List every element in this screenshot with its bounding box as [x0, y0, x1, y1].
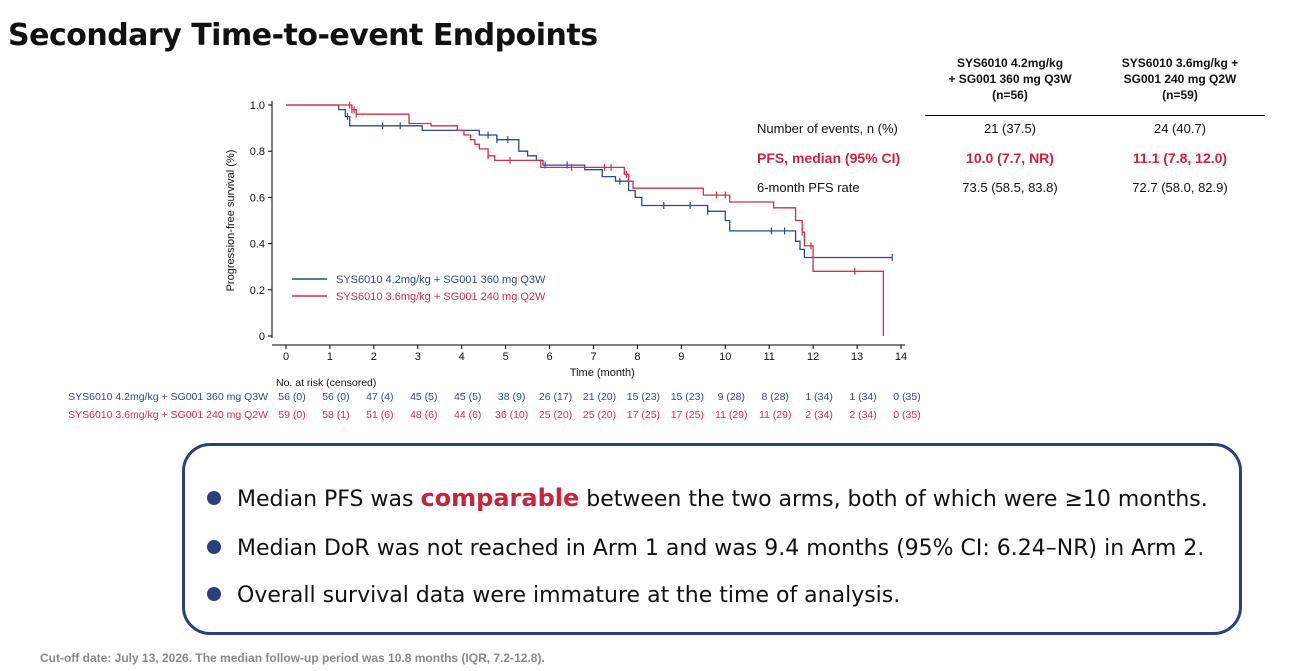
x-tick-label: 3	[415, 351, 421, 363]
risk-value-series-2: 51 (6)	[366, 409, 393, 421]
risk-value-series-2: 44 (6)	[454, 409, 481, 421]
table-row: 6-month PFS rate 73.5 (58.5, 83.8) 72.7 …	[755, 180, 1265, 200]
row-label: Number of events, n (%)	[757, 121, 898, 136]
risk-value-series-1: 0 (35)	[893, 391, 920, 403]
bullet-text: Overall survival data were immature at t…	[237, 583, 901, 608]
x-tick-label: 8	[634, 351, 640, 363]
bullet-dot-icon	[207, 491, 221, 505]
risk-value-series-1: 38 (9)	[498, 391, 525, 403]
km-curve-series-1	[286, 104, 893, 259]
y-tick-label: 0.6	[250, 192, 265, 204]
x-tick-label: 6	[547, 351, 553, 363]
risk-row-label-series-1: SYS6010 4.2mg/kg + SG001 360 mg Q3W	[68, 391, 268, 403]
arm2-value: 11.1 (7.8, 12.0)	[1132, 150, 1228, 166]
risk-value-series-2: 11 (29)	[715, 409, 748, 421]
y-tick-label: 1.0	[250, 100, 265, 112]
y-tick-label: 0.4	[250, 239, 265, 251]
x-tick-label: 10	[719, 351, 731, 363]
legend-label-series-1: SYS6010 4.2mg/kg + SG001 360 mg Q3W	[336, 274, 546, 286]
arm1-header-line: SYS6010 4.2mg/kg	[956, 56, 1064, 70]
arm1-value: 10.0 (7.7, NR)	[966, 150, 1054, 166]
arm2-header: SYS6010 3.6mg/kg + SG001 240 mg Q2W (n=5…	[1095, 55, 1265, 103]
y-tick-label: 0.2	[250, 285, 265, 297]
risk-value-series-2: 17 (25)	[627, 409, 660, 421]
risk-value-series-1: 21 (20)	[583, 391, 616, 403]
x-tick-label: 5	[503, 351, 509, 363]
bullet-dot-icon	[207, 587, 221, 601]
x-tick-label: 4	[459, 351, 465, 363]
slide-title: Secondary Time-to-event Endpoints	[8, 18, 598, 53]
bullet-dot-icon	[207, 540, 221, 554]
arm1-value: 73.5 (58.5, 83.8)	[962, 180, 1058, 195]
bullet-text: between the two arms, both of which were…	[579, 487, 1208, 512]
risk-value-series-2: 58 (1)	[322, 409, 349, 421]
bullet-item: Overall survival data were immature at t…	[207, 583, 900, 608]
risk-value-series-2: 25 (20)	[583, 409, 616, 421]
x-tick-label: 7	[590, 351, 596, 363]
risk-value-series-1: 47 (4)	[366, 391, 393, 403]
table-row: PFS, median (95% CI) 10.0 (7.7, NR) 11.1…	[755, 150, 1265, 170]
table-divider	[925, 115, 1265, 116]
y-tick-label: 0.8	[250, 146, 265, 158]
x-tick-label: 0	[283, 351, 289, 363]
y-tick-label: 0	[259, 331, 265, 343]
risk-value-series-1: 56 (0)	[322, 391, 349, 403]
arm2-header-line: SG001 240 mg Q2W	[1123, 72, 1237, 86]
risk-value-series-1: 56 (0)	[278, 391, 305, 403]
risk-table-header: No. at risk (censored)	[276, 377, 376, 389]
risk-value-series-2: 11 (29)	[759, 409, 792, 421]
x-tick-label: 9	[678, 351, 684, 363]
x-tick-label: 12	[807, 351, 819, 363]
risk-value-series-2: 36 (10)	[495, 409, 528, 421]
x-tick-label: 14	[895, 351, 907, 363]
table-row: Number of events, n (%) 21 (37.5) 24 (40…	[755, 121, 1265, 141]
x-tick-label: 2	[371, 351, 377, 363]
risk-value-series-2: 59 (0)	[278, 409, 305, 421]
x-axis-label: Time (month)	[570, 367, 635, 379]
arm2-header-line: (n=59)	[1162, 88, 1198, 102]
key-findings-box: Median PFS was comparable between the tw…	[182, 443, 1242, 635]
risk-value-series-1: 26 (17)	[539, 391, 572, 403]
y-axis-label: Progression-free survival (%)	[225, 150, 237, 292]
km-pfs-chart: 00.20.40.60.81.00 1 2 3 4 5 6 7 8 9 10 11 12 13 14Time…	[68, 100, 921, 421]
risk-value-series-1: 15 (23)	[627, 391, 660, 403]
risk-value-series-1: 1 (34)	[849, 391, 876, 403]
legend-label-series-2: SYS6010 3.6mg/kg + SG001 240 mg Q2W	[336, 291, 546, 303]
x-tick-label: 11	[764, 351, 775, 363]
risk-value-series-2: 0 (35)	[893, 409, 920, 421]
row-label: 6-month PFS rate	[757, 180, 860, 195]
risk-value-series-1: 45 (5)	[410, 391, 437, 403]
risk-value-series-1: 45 (5)	[454, 391, 481, 403]
arm2-value: 72.7 (58.0, 82.9)	[1132, 180, 1228, 195]
risk-value-series-1: 15 (23)	[671, 391, 704, 403]
risk-value-series-1: 8 (28)	[761, 391, 788, 403]
risk-value-series-2: 25 (20)	[539, 409, 572, 421]
arm1-value: 21 (37.5)	[983, 121, 1037, 136]
bullet-text: Median PFS was	[237, 487, 421, 512]
arm2-header-line: SYS6010 3.6mg/kg +	[1121, 56, 1239, 70]
row-label: PFS, median (95% CI)	[757, 150, 901, 166]
bullet-item: Median PFS was comparable between the tw…	[207, 484, 1208, 512]
arm2-value: 24 (40.7)	[1153, 121, 1207, 136]
risk-value-series-2: 2 (34)	[849, 409, 876, 421]
cutoff-footnote: Cut-off date: July 13, 2026. The median …	[40, 651, 545, 665]
x-tick-label: 13	[851, 351, 863, 363]
risk-value-series-1: 9 (28)	[718, 391, 745, 403]
x-tick-label: 1	[327, 351, 333, 363]
bullet-item: Median DoR was not reached in Arm 1 and …	[207, 536, 1204, 561]
arm1-header-line: + SG001 360 mg Q3W	[948, 72, 1072, 86]
risk-value-series-2: 17 (25)	[671, 409, 704, 421]
km-curve-series-2	[286, 104, 885, 336]
arm1-header-line: (n=56)	[992, 88, 1028, 102]
arm1-header: SYS6010 4.2mg/kg + SG001 360 mg Q3W (n=5…	[925, 55, 1095, 103]
risk-value-series-2: 48 (6)	[410, 409, 437, 421]
risk-row-label-series-2: SYS6010 3.6mg/kg + SG001 240 mg Q2W	[68, 409, 268, 421]
risk-value-series-1: 1 (34)	[805, 391, 832, 403]
bullet-emphasis: comparable	[420, 484, 580, 512]
risk-value-series-2: 2 (34)	[805, 409, 832, 421]
bullet-text: Median DoR was not reached in Arm 1 and …	[237, 536, 1205, 561]
